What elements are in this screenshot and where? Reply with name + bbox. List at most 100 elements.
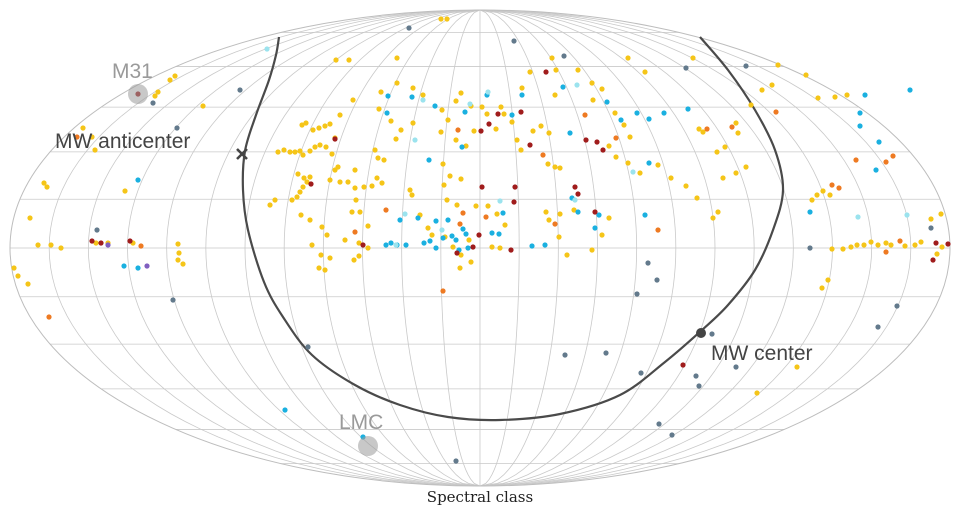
point-gold — [715, 209, 721, 215]
point-gold — [322, 267, 328, 273]
point-red — [583, 137, 589, 143]
point-gold — [333, 57, 339, 63]
point-gold — [318, 252, 324, 258]
point-slate — [656, 421, 662, 427]
point-gold — [557, 211, 563, 217]
point-gold — [454, 202, 460, 208]
point-cyan — [496, 231, 502, 237]
point-gold — [303, 120, 309, 126]
point-red — [511, 199, 517, 205]
point-gold — [444, 16, 450, 22]
point-gold — [545, 161, 551, 167]
point-gold — [295, 171, 301, 177]
point-red — [89, 238, 95, 244]
point-slate — [634, 291, 640, 297]
point-gold — [327, 177, 333, 183]
point-gold — [902, 243, 908, 249]
point-gold — [868, 239, 874, 245]
point-cyan — [465, 245, 471, 251]
point-gold — [479, 104, 485, 110]
point-gold — [356, 253, 362, 259]
point-red — [486, 121, 492, 127]
point-cyan — [907, 87, 913, 93]
point-orange — [540, 152, 546, 158]
point-gold — [409, 192, 415, 198]
point-gold — [815, 95, 821, 101]
grid-meridian — [440, 9, 481, 487]
point-lightcyan — [855, 214, 861, 220]
point-gold — [655, 162, 661, 168]
mw-anticenter-label: MW anticenter — [55, 130, 190, 153]
point-cyan — [403, 242, 409, 248]
point-cyan — [426, 157, 432, 163]
point-slate — [170, 297, 176, 303]
point-gold — [152, 93, 158, 99]
point-cyan — [618, 117, 624, 123]
grid-meridian — [479, 9, 912, 487]
point-gold — [883, 240, 889, 246]
grid-meridian — [479, 9, 677, 487]
point-gold — [612, 110, 618, 116]
point-gold — [388, 118, 394, 124]
point-gold — [361, 184, 367, 190]
point-cyan — [529, 243, 535, 249]
point-slate — [174, 125, 180, 131]
point-gold — [35, 242, 41, 248]
point-slate — [875, 324, 881, 330]
point-gold — [80, 125, 86, 131]
point-gold — [453, 137, 459, 143]
point-lightcyan — [497, 198, 503, 204]
grid-meridian — [479, 9, 755, 487]
point-gold — [299, 122, 305, 128]
point-slate — [237, 87, 243, 93]
point-gold — [733, 120, 739, 126]
point-gold — [300, 152, 306, 158]
point-cyan — [857, 110, 863, 116]
point-cyan — [489, 230, 495, 236]
point-red — [680, 362, 686, 368]
point-cyan — [567, 130, 573, 136]
point-slate — [669, 432, 675, 438]
point-orange — [773, 109, 779, 115]
point-cyan — [453, 237, 459, 243]
point-cyan — [857, 123, 863, 129]
graticule-grid — [9, 9, 951, 487]
point-gold — [557, 165, 563, 171]
point-red — [592, 209, 598, 215]
grid-meridian — [479, 9, 716, 487]
point-gold — [307, 174, 313, 180]
point-gold — [27, 215, 33, 221]
point-cyan — [642, 212, 648, 218]
point-cyan — [876, 139, 882, 145]
point-red — [470, 244, 476, 250]
point-lightcyan — [439, 227, 445, 233]
point-gold — [575, 67, 581, 73]
point-slate — [894, 303, 900, 309]
galactic-plane-line — [241, 36, 785, 422]
point-gold — [457, 265, 463, 271]
point-orange — [890, 153, 896, 159]
point-gold — [463, 143, 469, 149]
point-gold — [498, 104, 504, 110]
point-red — [594, 139, 600, 145]
point-slate — [150, 100, 156, 106]
point-gold — [820, 188, 826, 194]
point-gold — [300, 184, 306, 190]
point-lightcyan — [420, 97, 426, 103]
point-gold — [759, 87, 765, 93]
point-lightcyan — [402, 211, 408, 217]
point-slate — [696, 383, 702, 389]
point-gold — [310, 127, 316, 133]
grid-meridian — [401, 9, 481, 487]
point-slate — [305, 344, 311, 350]
point-lightcyan — [393, 242, 399, 248]
point-gold — [466, 237, 472, 243]
point-lightcyan — [467, 101, 473, 107]
point-gold — [543, 209, 549, 215]
point-gold — [714, 149, 720, 155]
point-orange — [74, 134, 80, 140]
point-gold — [694, 195, 700, 201]
m31-marker — [128, 84, 148, 104]
point-gold — [272, 197, 278, 203]
point-gold — [372, 147, 378, 153]
